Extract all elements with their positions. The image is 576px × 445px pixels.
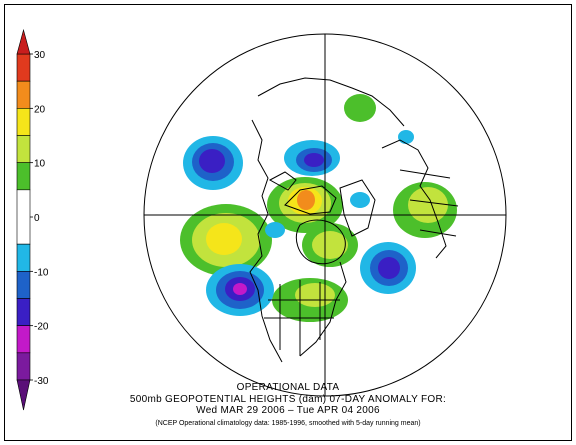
- colorbar-tick-label: 0: [34, 213, 40, 224]
- colorbar-band: [16, 53, 31, 82]
- colorbar-band: [16, 298, 31, 326]
- colorbar-tick-label: -10: [34, 267, 49, 278]
- anomaly-blob-siberia-positive: [344, 94, 457, 238]
- coastlines: [249, 77, 459, 363]
- anomaly-blob-alaska-negative: [206, 264, 274, 316]
- anomaly-blob-arctic-negative: [284, 140, 340, 176]
- colorbar-tick-label: 30: [34, 50, 46, 61]
- anomaly-blob-small-negative: [398, 130, 414, 144]
- colorbar-band: [16, 162, 31, 191]
- colorbar-band: [16, 108, 31, 136]
- caption-variable: 500mb GEOPOTENTIAL HEIGHTS (dam) 07-DAY …: [129, 394, 447, 405]
- anomaly-blob-small-negative: [350, 192, 370, 208]
- colorbar-band: [16, 189, 31, 245]
- colorbar-band: [16, 325, 31, 354]
- anomaly-blob-bering-negative: [183, 136, 243, 190]
- anomaly-blob-atlantic-negative: [360, 242, 416, 294]
- colorbar-band: [16, 271, 31, 299]
- colorbar-tick-label: -30: [34, 376, 49, 387]
- colorbar-top-arrow: [16, 28, 31, 55]
- colorbar-tick-label: -20: [34, 322, 49, 333]
- colorbar-bottom-arrow: [16, 379, 31, 411]
- anomaly-blob-north-pacific: [180, 204, 272, 276]
- caption-footnote: (NCEP Operational climatology data: 1985…: [155, 420, 421, 427]
- caption-date-range: Wed MAR 29 2006 – Tue APR 04 2006: [196, 405, 380, 416]
- colorbar-band: [16, 80, 31, 109]
- colorbar-band: [16, 243, 31, 272]
- anomaly-blob-canada-positive: [302, 223, 358, 267]
- colorbar-tick-label: 20: [34, 104, 46, 115]
- colorbar: 30 20 10 0 -10 -20 -30: [16, 28, 49, 411]
- anomaly-blob-small-negative: [265, 222, 285, 238]
- colorbar-tick-label: 10: [34, 159, 46, 170]
- colorbar-band: [16, 352, 31, 381]
- colorbar-band: [16, 135, 31, 163]
- polar-globe: [143, 33, 507, 397]
- caption-title: OPERATIONAL DATA: [236, 382, 340, 393]
